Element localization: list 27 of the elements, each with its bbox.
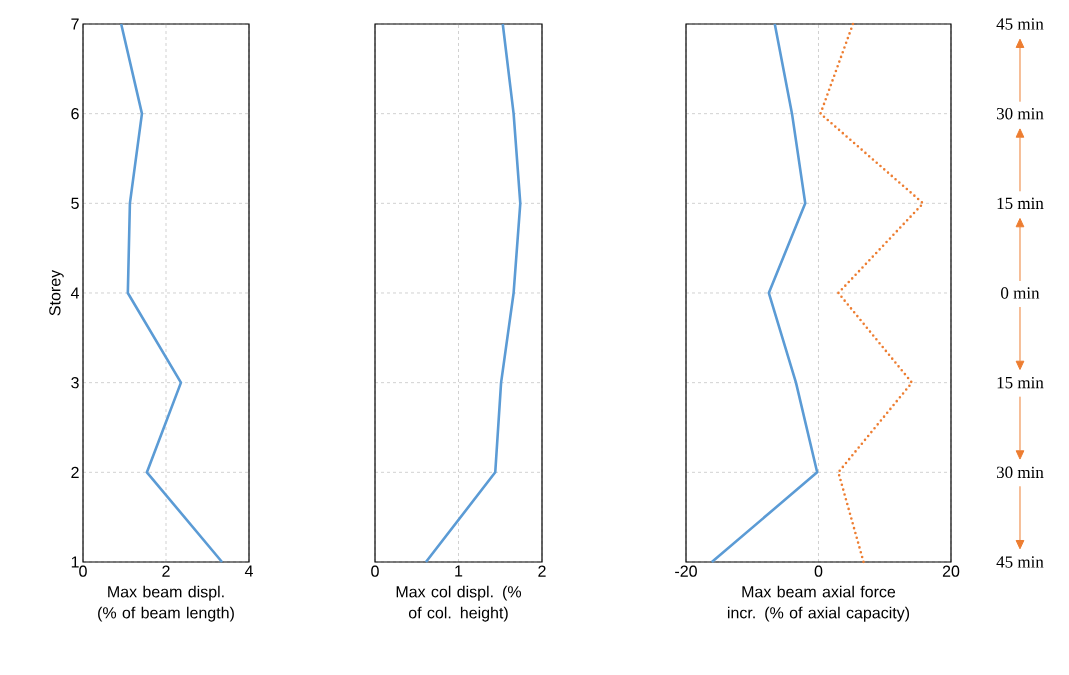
x-tick-label: 1 bbox=[455, 565, 463, 577]
x-tick-label: 0 bbox=[79, 565, 87, 577]
x-axis-title: Max col displ. (% of col. height) bbox=[396, 585, 522, 622]
y-tick-label: 1 bbox=[71, 556, 79, 568]
x-tick-label: 2 bbox=[162, 565, 170, 577]
y-tick-label: 3 bbox=[71, 377, 79, 389]
text: 45 min bbox=[996, 556, 1044, 568]
x-tick-label: 20 bbox=[942, 565, 960, 577]
x-axis-title: Max beam displ. (% of beam length) bbox=[98, 585, 234, 622]
x-tick-label: 4 bbox=[244, 565, 253, 577]
text: 30 min bbox=[996, 466, 1044, 479]
text: 0 min bbox=[1001, 287, 1040, 299]
x-tick-label: 2 bbox=[538, 565, 546, 577]
x-tick-label: 0 bbox=[814, 565, 823, 577]
y-tick-label: 4 bbox=[70, 287, 79, 299]
y-tick-label: 2 bbox=[71, 466, 79, 478]
y-tick-label: 5 bbox=[71, 197, 79, 209]
text: 15 min bbox=[997, 376, 1044, 389]
x-axis-title: Max beam axial force incr. (% of axial capacity) bbox=[727, 585, 910, 622]
y-tick-label: 7 bbox=[71, 18, 79, 30]
y-tick-label: 6 bbox=[71, 108, 79, 120]
y-axis-title: Storey bbox=[49, 269, 64, 316]
text: 30 min bbox=[996, 107, 1044, 120]
x-tick-label: -20 bbox=[675, 565, 697, 577]
x-tick-label: 0 bbox=[371, 565, 379, 577]
text: 45 min bbox=[996, 18, 1044, 30]
text: 15 min bbox=[997, 197, 1044, 210]
